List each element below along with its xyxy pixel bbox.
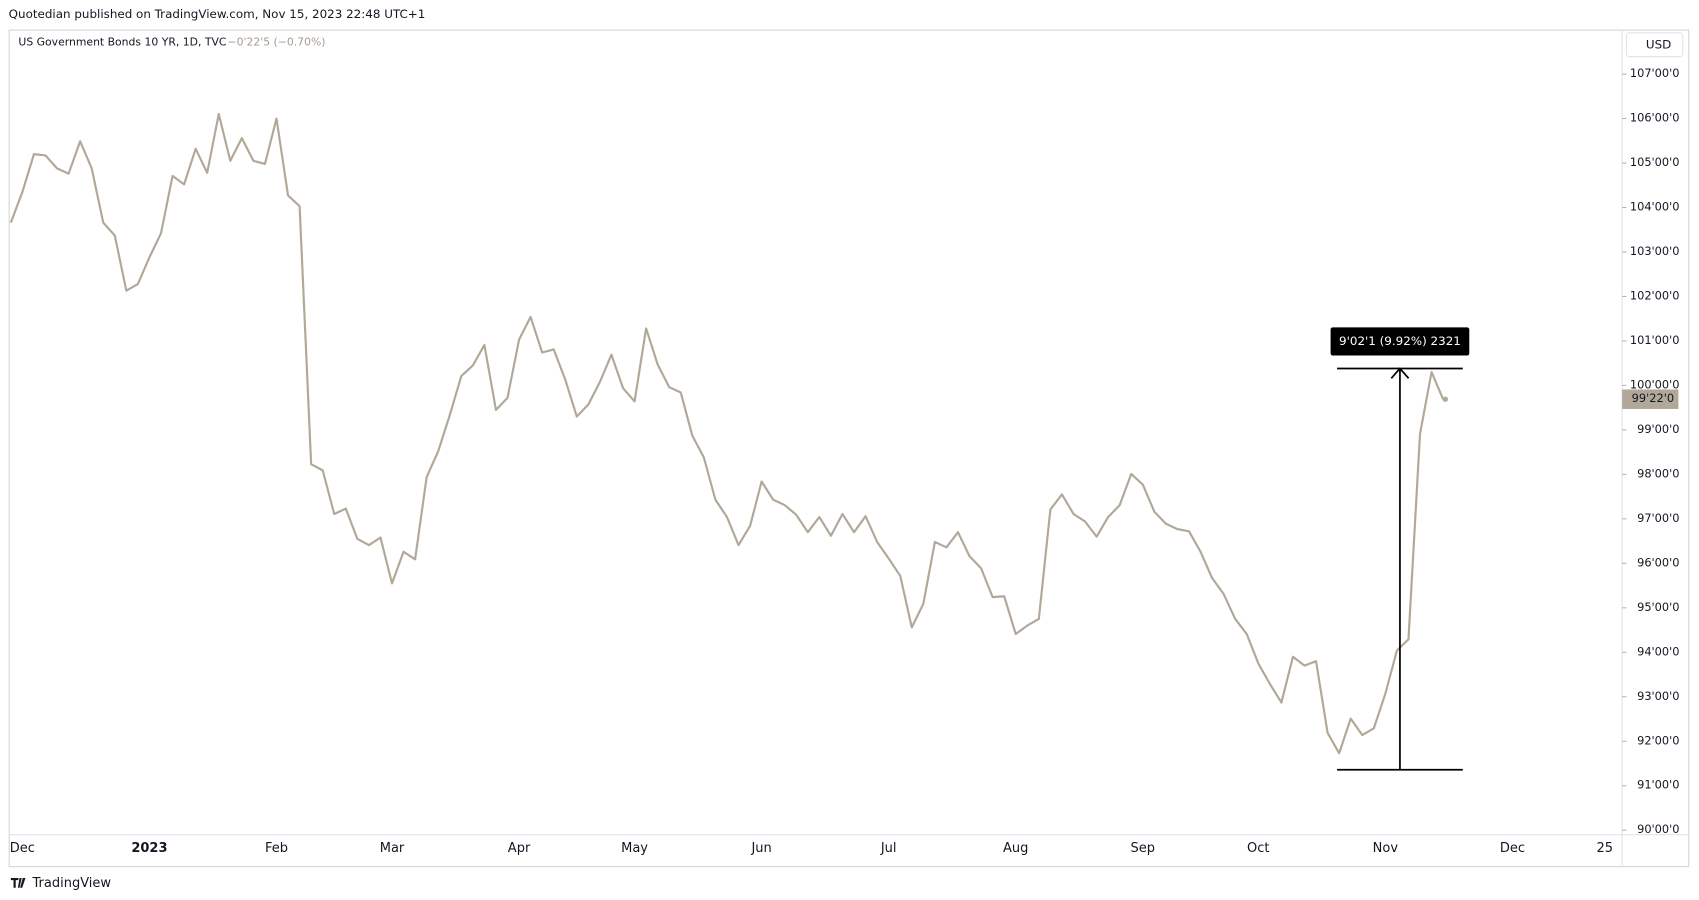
x-tick-label: Sep xyxy=(1131,841,1156,856)
y-tick-label: 107'00'0 xyxy=(1630,66,1680,80)
x-tick-label: Jun xyxy=(750,841,771,856)
x-tick-label: Aug xyxy=(1003,841,1028,856)
x-tick-label: Mar xyxy=(380,841,405,856)
y-tick-label: 101'00'0 xyxy=(1630,333,1680,347)
measure-box xyxy=(1330,327,1470,356)
y-tick-label: 91'00'0 xyxy=(1637,778,1679,792)
x-tick-label: Feb xyxy=(265,841,288,856)
currency[interactable]: USD xyxy=(1646,37,1671,51)
y-tick-label: 102'00'0 xyxy=(1630,288,1680,302)
y-tick-label: 100'00'0 xyxy=(1630,377,1680,391)
price-line xyxy=(9,113,1445,755)
x-tick-label: Oct xyxy=(1247,841,1269,856)
x-tick-label: 25 xyxy=(1597,841,1614,856)
y-tick-label: 92'00'0 xyxy=(1637,733,1679,747)
last-price-box xyxy=(1622,389,1679,409)
y-tick-label: 93'00'0 xyxy=(1637,689,1679,703)
x-tick-label: Jul xyxy=(880,841,897,856)
change: −0'22'5 (−0.70%) xyxy=(228,36,326,49)
last-price-label: 99'22'0 xyxy=(1632,391,1674,405)
y-tick-label: 106'00'0 xyxy=(1630,111,1680,125)
measure-arrowhead xyxy=(1390,367,1410,379)
y-tick-label: 96'00'0 xyxy=(1637,555,1679,569)
x-tick-label: May xyxy=(621,841,648,856)
x-tick-label: Dec xyxy=(10,841,35,856)
y-tick-label: 95'00'0 xyxy=(1637,600,1679,614)
footer-brand: TradingView xyxy=(32,876,112,891)
x-tick-label: Nov xyxy=(1373,841,1399,856)
x-tick-label: 2023 xyxy=(131,841,167,856)
y-tick-label: 98'00'0 xyxy=(1637,466,1679,480)
y-tick-label: 90'00'0 xyxy=(1637,822,1679,836)
x-tick-label: Dec xyxy=(1500,841,1525,856)
y-tick-label: 103'00'0 xyxy=(1630,244,1680,258)
y-tick-label: 94'00'0 xyxy=(1637,644,1679,658)
y-tick-label: 97'00'0 xyxy=(1637,511,1679,525)
x-tick-label: Apr xyxy=(508,841,531,856)
y-tick-label: 105'00'0 xyxy=(1630,155,1680,169)
chart-frame xyxy=(8,29,1690,868)
currency-button[interactable] xyxy=(1625,32,1684,58)
chart-title: US Government Bonds 10 YR, 1D, TVC xyxy=(18,36,226,49)
measure-label: 9'02'1 (9.92%) 2321 xyxy=(1339,334,1461,348)
y-tick-label: 104'00'0 xyxy=(1630,200,1680,214)
publisher: Quotedian published on TradingView.com, … xyxy=(9,7,426,21)
footer-logo xyxy=(10,878,26,888)
last-point xyxy=(1442,396,1448,402)
y-tick-label: 99'00'0 xyxy=(1637,422,1679,436)
